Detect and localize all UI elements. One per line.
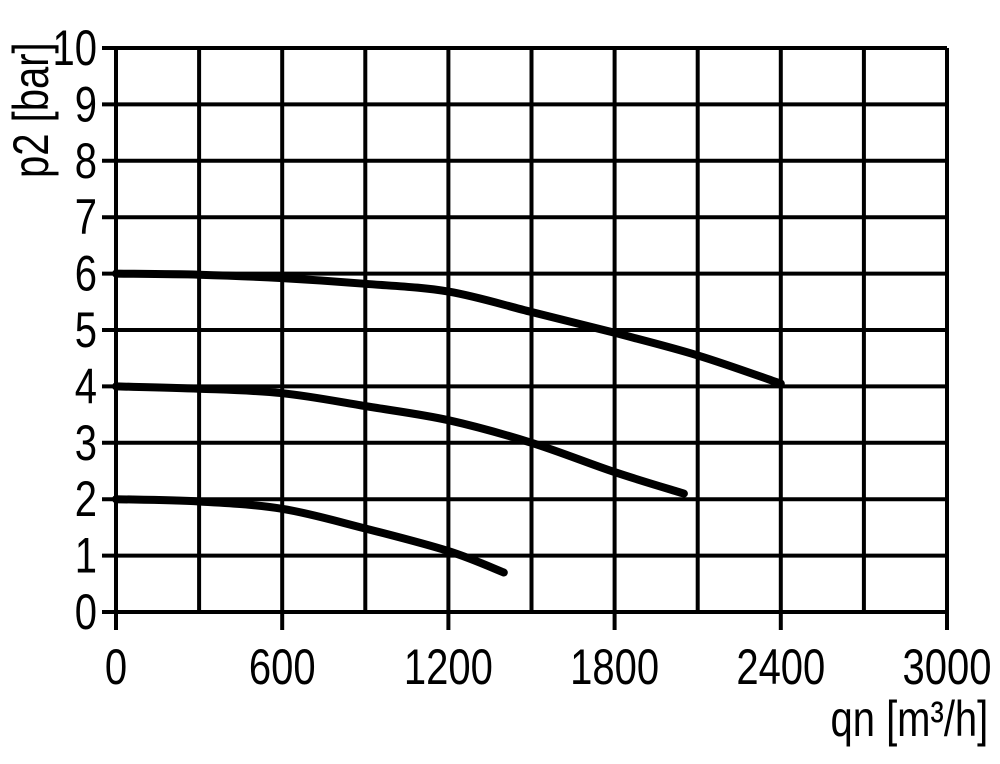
y-tick-label: 3 bbox=[75, 415, 97, 471]
x-tick-label: 1200 bbox=[404, 639, 493, 695]
y-tick-label: 1 bbox=[75, 527, 97, 583]
x-tick-label: 1800 bbox=[570, 639, 659, 695]
curve-inlet-pressure-2-bar bbox=[112, 495, 508, 577]
y-tick-label: 8 bbox=[75, 133, 97, 189]
x-tick-label: 2400 bbox=[736, 639, 825, 695]
curve-inlet-pressure-4-bar bbox=[112, 382, 688, 498]
x-tick-label: 0 bbox=[105, 639, 127, 695]
y-tick-label: 6 bbox=[75, 245, 97, 301]
y-axis-label: p2 [bar] bbox=[3, 42, 59, 178]
y-tick-label: 9 bbox=[75, 76, 97, 132]
curve-inlet-pressure-6-bar bbox=[112, 269, 785, 388]
y-tick-label: 2 bbox=[75, 471, 97, 527]
y-tick-label: 5 bbox=[75, 302, 97, 358]
x-axis-label: qn [m³/h] bbox=[830, 691, 988, 747]
x-tick-label: 600 bbox=[249, 639, 316, 695]
x-tick-label: 3000 bbox=[903, 639, 992, 695]
y-tick-label: 10 bbox=[53, 20, 97, 76]
y-tick-label: 7 bbox=[75, 189, 97, 245]
y-tick-label: 4 bbox=[75, 358, 97, 414]
y-tick-label: 0 bbox=[75, 584, 97, 640]
